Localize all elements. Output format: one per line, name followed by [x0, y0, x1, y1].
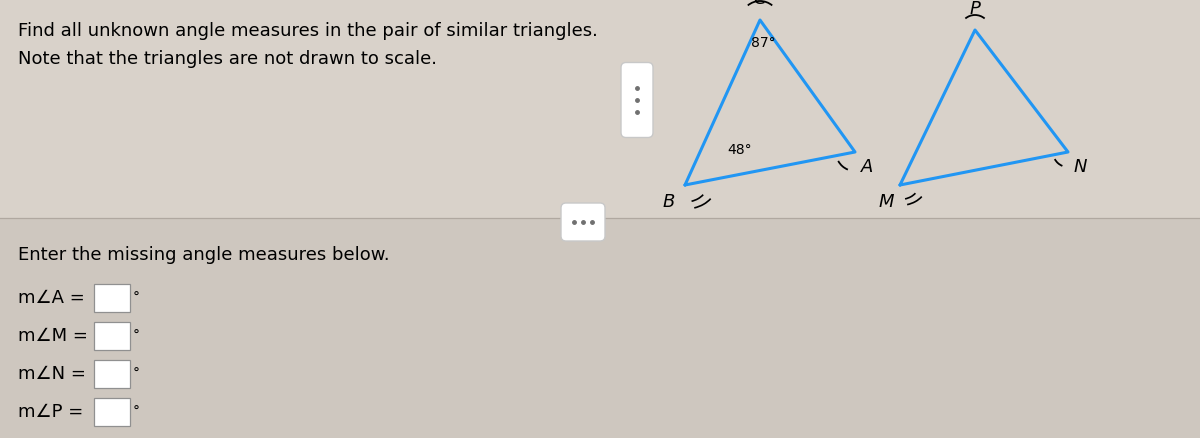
FancyBboxPatch shape	[94, 398, 130, 426]
FancyBboxPatch shape	[94, 322, 130, 350]
Bar	[0, 218, 1200, 438]
Text: m∠A =: m∠A =	[18, 289, 85, 307]
Text: m∠N =: m∠N =	[18, 365, 86, 383]
FancyBboxPatch shape	[94, 284, 130, 312]
Text: °: °	[133, 291, 140, 305]
Text: Note that the triangles are not drawn to scale.: Note that the triangles are not drawn to…	[18, 50, 437, 68]
Text: °: °	[133, 405, 140, 419]
Text: m∠M =: m∠M =	[18, 327, 88, 345]
Text: C: C	[754, 0, 767, 8]
Text: N: N	[1074, 158, 1087, 176]
Text: m∠P =: m∠P =	[18, 403, 83, 421]
Text: P: P	[970, 0, 980, 18]
Text: M: M	[878, 193, 894, 211]
Text: B: B	[662, 193, 674, 211]
Text: Enter the missing angle measures below.: Enter the missing angle measures below.	[18, 246, 390, 264]
FancyBboxPatch shape	[94, 360, 130, 388]
Text: 48°: 48°	[727, 143, 751, 157]
Text: 87°: 87°	[751, 36, 775, 50]
FancyBboxPatch shape	[562, 203, 605, 241]
Text: A: A	[862, 158, 874, 176]
Text: °: °	[133, 367, 140, 381]
Text: Find all unknown angle measures in the pair of similar triangles.: Find all unknown angle measures in the p…	[18, 22, 598, 40]
FancyBboxPatch shape	[622, 63, 653, 138]
Text: °: °	[133, 329, 140, 343]
